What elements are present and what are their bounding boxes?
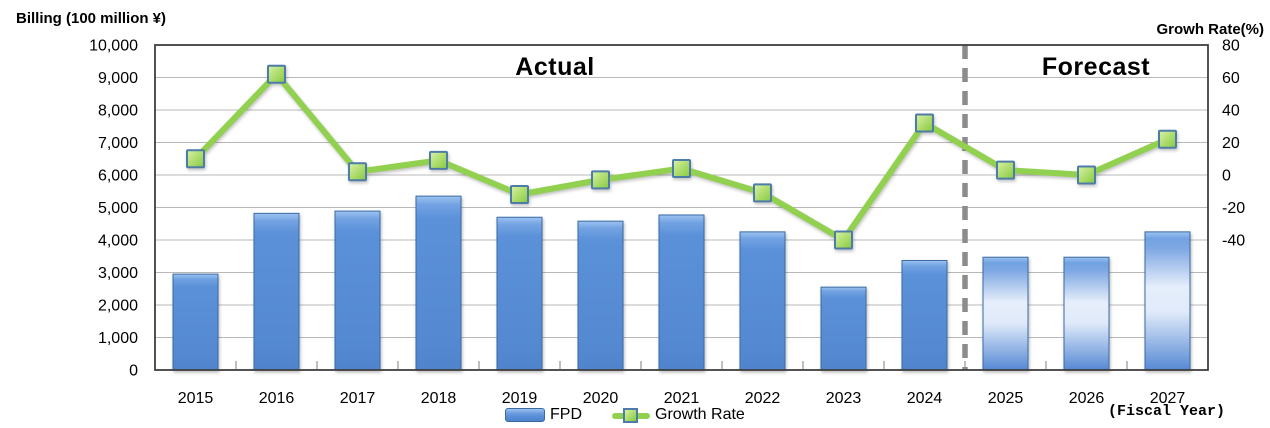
bar-2026 [1063,256,1110,371]
growth-marker-2022 [753,183,772,203]
legend-label-fpd: FPD [550,406,582,423]
right-axis-tick-label: 0 [1222,168,1231,185]
plot-border [154,44,1209,371]
x-axis-year-label: 2023 [826,390,862,407]
left-axis-tick-label: 10,000 [89,38,138,55]
growth-rate-line-swatch-icon [612,407,650,423]
x-axis-year-label: 2016 [259,390,295,407]
bar-2017 [334,210,381,371]
left-axis-tick-label: 5,000 [98,200,138,217]
x-axis-year-label: 2027 [1150,390,1186,407]
growth-marker-2018 [429,150,448,170]
growth-marker-2021 [672,159,691,178]
bar-2015 [172,273,219,371]
left-axis-tick-label: 2,000 [98,298,138,315]
growth-marker-2015 [186,149,205,169]
left-axis-tick-label: 3,000 [98,265,138,282]
bar-2016 [253,212,300,371]
bar-2027 [1144,231,1191,371]
x-axis-year-label: 2015 [178,390,214,407]
forecast-section-label: Forecast [1041,53,1151,81]
left-axis-tick-label: 0 [129,363,138,380]
growth-marker-2023 [834,230,853,250]
x-axis-unit-note: (Fiscal Year) [1108,403,1226,420]
x-axis-year-label: 2019 [502,390,538,407]
left-axis-tick-label: 1,000 [98,330,138,347]
right-axis-tick-label: 80 [1222,38,1240,55]
left-axis-title: Billing (100 million ¥) [16,10,167,27]
bar-2024 [901,259,948,371]
bar-2022 [739,231,786,371]
growth-rate-series [186,64,1177,250]
bar-2023 [820,286,867,371]
x-axis-year-label: 2024 [907,390,943,407]
right-axis-tick-label: -40 [1222,233,1245,250]
x-axis-year-label: 2018 [421,390,457,407]
fpd-bar-series [172,195,1191,371]
right-axis-tick-label: 60 [1222,70,1240,87]
chart-legend: FPD Growth Rate [505,406,745,424]
left-axis-tick-label: 9,000 [98,70,138,87]
x-axis-year-label: 2025 [988,390,1024,407]
left-axis-tick-label: 4,000 [98,233,138,250]
growth-marker-2019 [510,185,529,204]
growth-marker-2020 [591,170,610,190]
bar-2020 [577,220,624,371]
right-axis-tick-label: 20 [1222,135,1240,152]
fpd-bar-swatch-icon [505,408,545,422]
left-axis-tick-label: 7,000 [98,135,138,152]
x-axis-year-label: 2026 [1069,390,1105,407]
left-axis-tick-label: 6,000 [98,168,138,185]
growth-marker-2025 [996,160,1015,180]
growth-marker-2026 [1077,165,1096,185]
bar-2018 [415,195,462,371]
legend-label-growth-rate: Growth Rate [655,406,745,423]
bar-2019 [496,216,543,371]
x-axis-year-label: 2017 [340,390,376,407]
bar-2025 [982,256,1029,371]
bar-2021 [658,214,705,371]
right-axis-title: Growh Rate(%) [1156,21,1264,38]
x-axis-year-label: 2022 [745,390,781,407]
x-axis-year-label: 2021 [664,390,700,407]
legend-item-fpd: FPD [505,406,582,424]
growth-marker-2027 [1158,129,1177,149]
legend-item-growth-rate: Growth Rate [612,406,745,424]
growth-marker-2024 [915,113,934,133]
growth-marker-2016 [267,64,286,84]
actual-section-label: Actual [515,53,595,81]
right-axis-tick-label: 40 [1222,103,1240,120]
right-axis-tick-label: -20 [1222,200,1245,217]
left-axis-tick-label: 8,000 [98,103,138,120]
growth-marker-2017 [348,162,367,182]
x-axis-year-label: 2020 [583,390,619,407]
